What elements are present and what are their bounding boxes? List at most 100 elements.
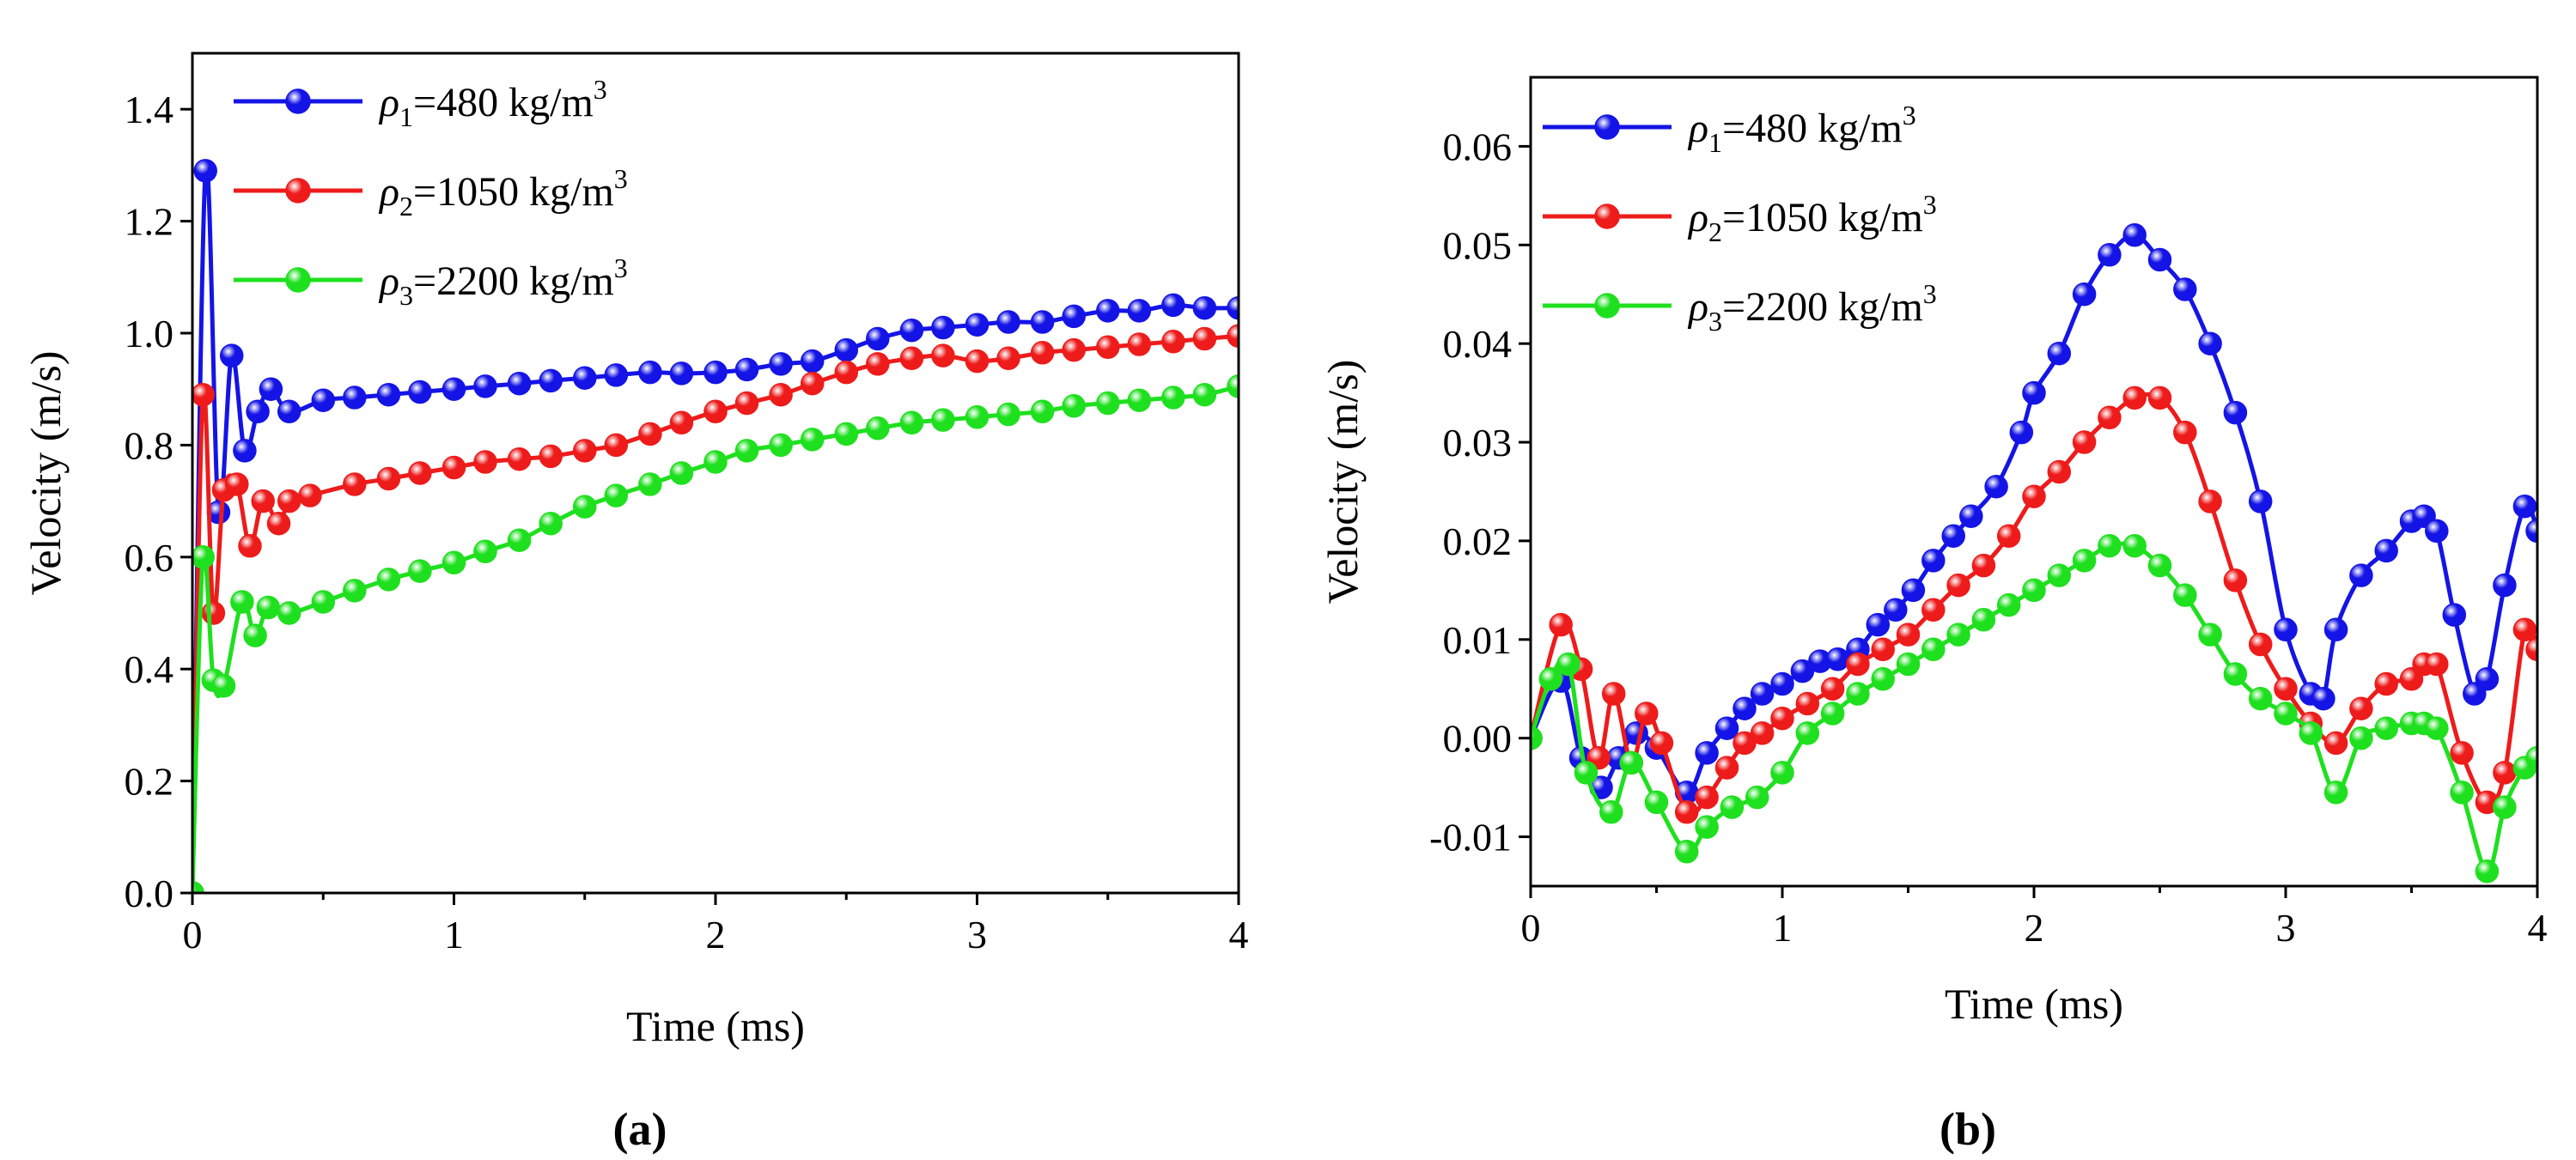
x-axis-title: Time (ms) <box>1945 980 2123 1028</box>
panel-label-a: (a) <box>613 1103 667 1155</box>
y-tick-label: 0.04 <box>1443 322 1513 366</box>
data-point <box>1538 667 1563 691</box>
data-point <box>2223 400 2248 425</box>
data-point <box>192 545 215 569</box>
y-axis-title: Velocity (m/s) <box>21 351 70 596</box>
data-point <box>442 377 466 401</box>
data-point <box>2349 726 2373 750</box>
legend-marker-1 <box>285 88 311 114</box>
chart-panel-a: 0 1 2 3 4 0.0 0.2 0.4 0.6 0.8 1.0 1.2 1.4 Time (ms) Ve… <box>21 52 1249 1050</box>
y-tick-label: 1.4 <box>125 88 174 131</box>
x-tick-label: 1 <box>1773 906 1793 950</box>
data-point <box>1770 761 1794 785</box>
data-point <box>1921 598 1946 623</box>
data-point <box>266 511 291 536</box>
data-point <box>1574 761 1599 785</box>
panel-label-b: (b) <box>1940 1103 1996 1155</box>
data-point <box>1161 386 1185 410</box>
data-point <box>2147 247 2172 272</box>
data-point <box>1127 299 1152 323</box>
data-point <box>230 590 254 614</box>
data-point <box>2299 721 2323 745</box>
data-point <box>2248 686 2273 711</box>
data-point <box>2274 617 2298 642</box>
y-tick-label: 1.0 <box>125 312 174 355</box>
data-point <box>1619 750 1643 775</box>
x-axis-title: Time (ms) <box>626 1002 805 1050</box>
data-point <box>1096 335 1120 360</box>
data-point <box>507 371 532 396</box>
data-point <box>1227 324 1239 349</box>
data-point <box>2274 701 2298 726</box>
data-point <box>1871 637 1895 662</box>
data-point <box>1941 524 1965 548</box>
data-point <box>2072 549 2097 573</box>
series-markers-3 <box>1531 533 2537 884</box>
data-point <box>1901 578 1926 603</box>
data-point <box>298 483 322 507</box>
legend-label-1: ρ1=480 kg/m3 <box>378 74 607 132</box>
data-point <box>277 399 301 424</box>
data-point <box>2047 563 2072 587</box>
data-point <box>638 472 662 496</box>
series-line-2 <box>1531 392 2537 817</box>
data-point <box>192 881 204 893</box>
y-tick-label: 0.6 <box>125 536 174 580</box>
x-tick-label: 0 <box>183 913 203 957</box>
data-point <box>1030 399 1055 424</box>
data-point <box>1846 652 1870 677</box>
data-point <box>899 410 924 435</box>
data-point <box>734 439 759 463</box>
data-point <box>2198 623 2222 647</box>
data-point <box>2525 745 2537 770</box>
legend-marker-1 <box>1594 114 1620 140</box>
data-point <box>638 360 662 385</box>
data-point <box>1062 394 1086 418</box>
data-point <box>246 399 270 424</box>
data-point <box>251 489 275 513</box>
data-point <box>2525 637 2537 662</box>
data-point <box>899 346 924 371</box>
data-point <box>2349 563 2373 587</box>
data-point <box>2122 533 2147 558</box>
y-tick-label: 0.06 <box>1443 125 1513 168</box>
data-point <box>2022 578 2046 603</box>
data-point <box>408 559 432 583</box>
data-point <box>1770 706 1794 731</box>
data-point <box>2493 573 2517 598</box>
data-point <box>1161 330 1185 354</box>
data-point <box>442 550 466 575</box>
data-point <box>2198 489 2222 513</box>
data-point <box>1127 332 1152 356</box>
data-point <box>1062 304 1086 329</box>
data-point <box>1750 682 1775 706</box>
data-point <box>2122 223 2147 247</box>
data-point <box>734 391 759 416</box>
data-point <box>1971 608 1996 632</box>
data-point <box>866 326 890 351</box>
series-markers-1 <box>1531 223 2537 805</box>
x-tick-label: 2 <box>2025 906 2044 950</box>
data-point <box>1884 598 1908 623</box>
data-point <box>1674 800 1699 824</box>
series-line-1 <box>1531 233 2537 795</box>
data-point <box>1795 721 1820 745</box>
data-point <box>2425 652 2449 677</box>
data-point <box>1846 682 1870 706</box>
y-tick-label: 0.2 <box>125 760 174 804</box>
data-point <box>539 368 563 393</box>
data-point <box>899 318 924 343</box>
data-point <box>311 388 336 412</box>
data-point <box>1062 337 1086 362</box>
data-point <box>1959 504 1983 528</box>
data-point <box>1674 840 1699 864</box>
data-point <box>376 466 401 491</box>
data-point <box>2047 459 2072 484</box>
x-tick-label: 0 <box>1521 906 1541 950</box>
data-point <box>473 539 497 564</box>
data-point <box>1996 524 2021 548</box>
data-point <box>1871 667 1895 691</box>
legend-marker-3 <box>1594 293 1620 319</box>
data-point <box>2493 795 2517 819</box>
data-point <box>376 382 401 407</box>
